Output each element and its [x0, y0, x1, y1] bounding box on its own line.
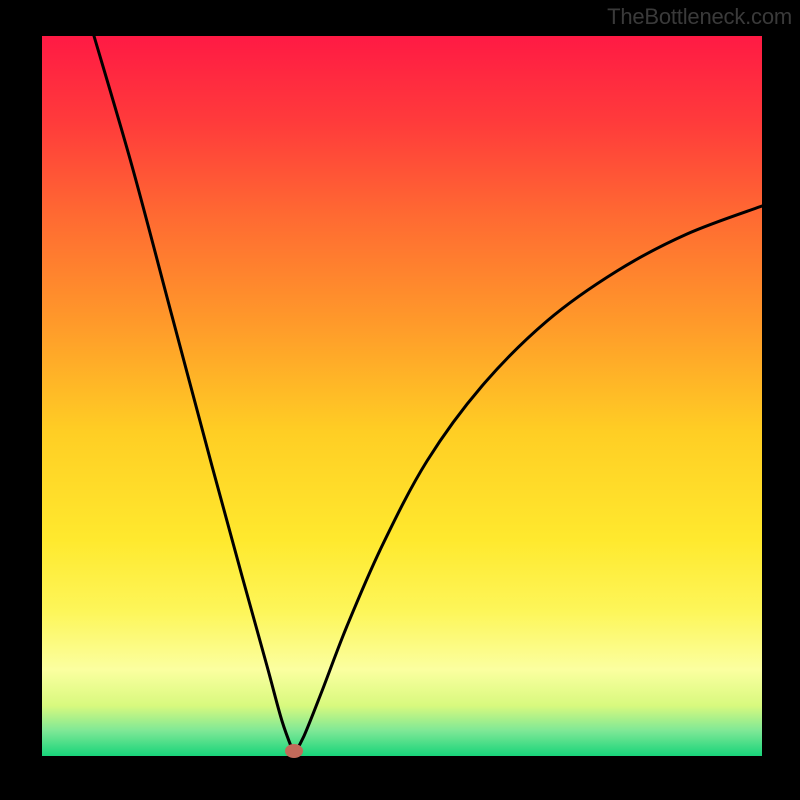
optimum-marker	[285, 744, 303, 758]
watermark-text: TheBottleneck.com	[607, 4, 792, 30]
plot-area	[42, 36, 762, 756]
bottleneck-curve	[42, 36, 762, 756]
